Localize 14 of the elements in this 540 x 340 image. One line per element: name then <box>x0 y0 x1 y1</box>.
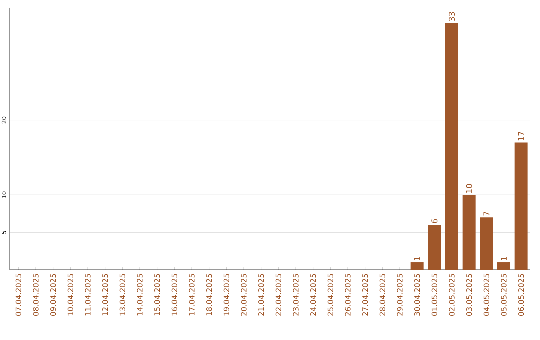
data-label: 1 <box>414 256 420 260</box>
data-label: 17 <box>518 132 524 141</box>
data-label: 10 <box>466 184 472 194</box>
bar <box>514 142 528 270</box>
data-label: 1 <box>501 256 507 260</box>
data-label: 6 <box>432 219 438 224</box>
bar <box>446 22 459 270</box>
bar <box>480 218 494 270</box>
data-label: 7 <box>484 212 490 216</box>
data-label: 33 <box>448 12 456 22</box>
bar <box>428 225 442 270</box>
bar <box>498 262 510 270</box>
bar <box>410 262 424 270</box>
bar <box>462 195 476 270</box>
